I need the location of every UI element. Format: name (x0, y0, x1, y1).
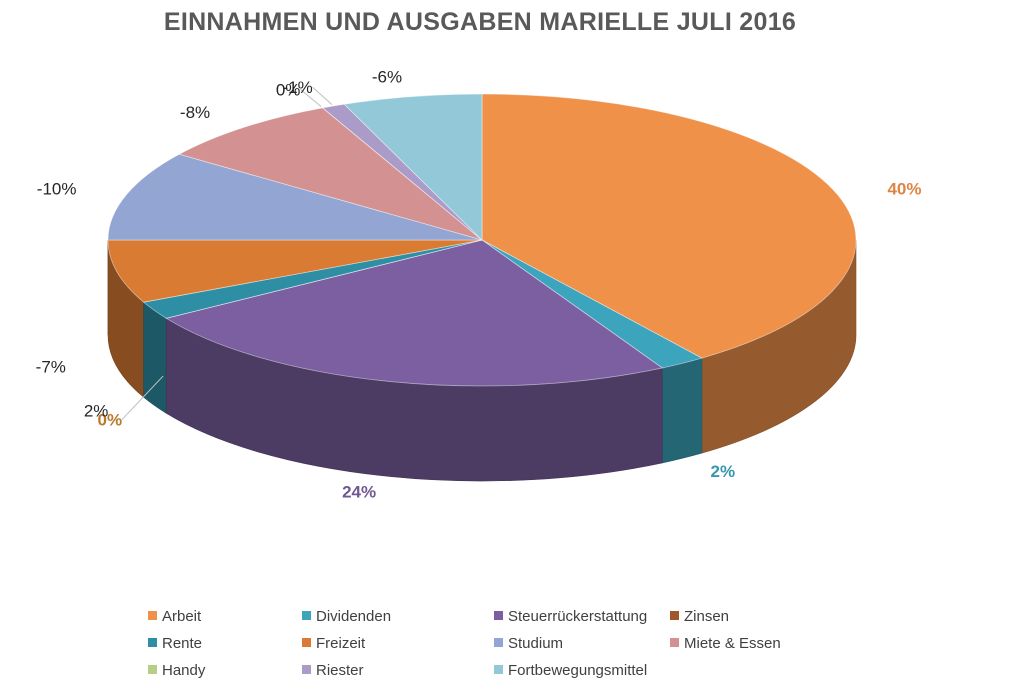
legend-item-freizeit: Freizeit (302, 635, 365, 652)
legend-label-studium: Studium (508, 635, 564, 652)
slice-arbeit (481, 93, 857, 359)
legend-item-arbeit: Arbeit (148, 608, 201, 625)
legend-swatch-rente (148, 638, 157, 647)
legend-label-dividenden: Dividenden (316, 608, 392, 625)
legend-swatch-dividenden (302, 611, 311, 620)
legend-label-rente: Rente (162, 635, 203, 652)
data-label-arbeit: 40% (887, 180, 921, 199)
legend-swatch-fortbewegungsmittel (494, 665, 503, 674)
legend-swatch-miete-essen (670, 638, 679, 647)
data-label-steuerr-ckerstattung: 24% (342, 482, 376, 501)
legend-label-steuerr-ckerstattung: Steuerrückerstattung (508, 608, 648, 625)
legend-item-miete-essen: Miete & Essen (670, 635, 781, 652)
legend-swatch-riester (302, 665, 311, 674)
legend-label-handy: Handy (162, 662, 206, 679)
chart-title: EINNAHMEN UND AUSGABEN MARIELLE JULI 201… (163, 8, 797, 36)
legend-label-freizeit: Freizeit (316, 635, 366, 652)
legend-item-steuerr-ckerstattung: Steuerrückerstattung (494, 608, 647, 625)
data-label-miete-essen: -8% (180, 103, 210, 122)
legend-item-riester: Riester (302, 662, 364, 679)
slice-steuerr-ckerstattung (165, 239, 664, 387)
legend-swatch-arbeit (148, 611, 157, 620)
slice-side-dividenden (661, 357, 703, 464)
slice-side-rente (143, 301, 167, 414)
legend-label-fortbewegungsmittel: Fortbewegungsmittel (508, 662, 648, 679)
slice-studium (107, 153, 483, 241)
legend-item-fortbewegungsmittel: Fortbewegungsmittel (494, 662, 647, 679)
legend-swatch-zinsen (670, 611, 679, 620)
legend-swatch-steuerr-ckerstattung (494, 611, 503, 620)
data-label-dividenden: 2% (711, 462, 736, 481)
slice-fortbewegungsmittel (343, 93, 483, 241)
data-label-fortbewegungsmittel: -6% (372, 68, 402, 87)
legend-item-rente: Rente (148, 635, 202, 652)
legend-label-miete-essen: Miete & Essen (684, 635, 781, 652)
legend-label-arbeit: Arbeit (162, 608, 202, 625)
legend-item-handy: Handy (148, 662, 205, 679)
data-label-studium: -10% (37, 180, 77, 199)
legend-swatch-handy (148, 665, 157, 674)
legend-item-dividenden: Dividenden (302, 608, 391, 625)
data-label-handy: 0% (276, 80, 301, 99)
data-label-riester: -1% (282, 78, 312, 97)
data-label-freizeit: -7% (36, 358, 66, 377)
legend-item-zinsen: Zinsen (670, 608, 729, 625)
leader-line-riester (312, 86, 333, 106)
legend-swatch-studium (494, 638, 503, 647)
data-label-rente: 2% (84, 401, 109, 420)
legend-label-zinsen: Zinsen (684, 608, 730, 625)
slice-freizeit (107, 239, 483, 303)
data-label-zinsen: 0% (97, 410, 122, 429)
pie-chart: 40%2%24%0%2%-7%-10%-8%0%-1%-6% (36, 68, 922, 502)
legend-swatch-freizeit (302, 638, 311, 647)
legend-label-riester: Riester (316, 662, 364, 679)
leader-line-handy (300, 89, 322, 107)
slice-miete-essen (178, 107, 483, 241)
leader-line-zinsen (121, 375, 164, 420)
legend-item-studium: Studium (494, 635, 563, 652)
